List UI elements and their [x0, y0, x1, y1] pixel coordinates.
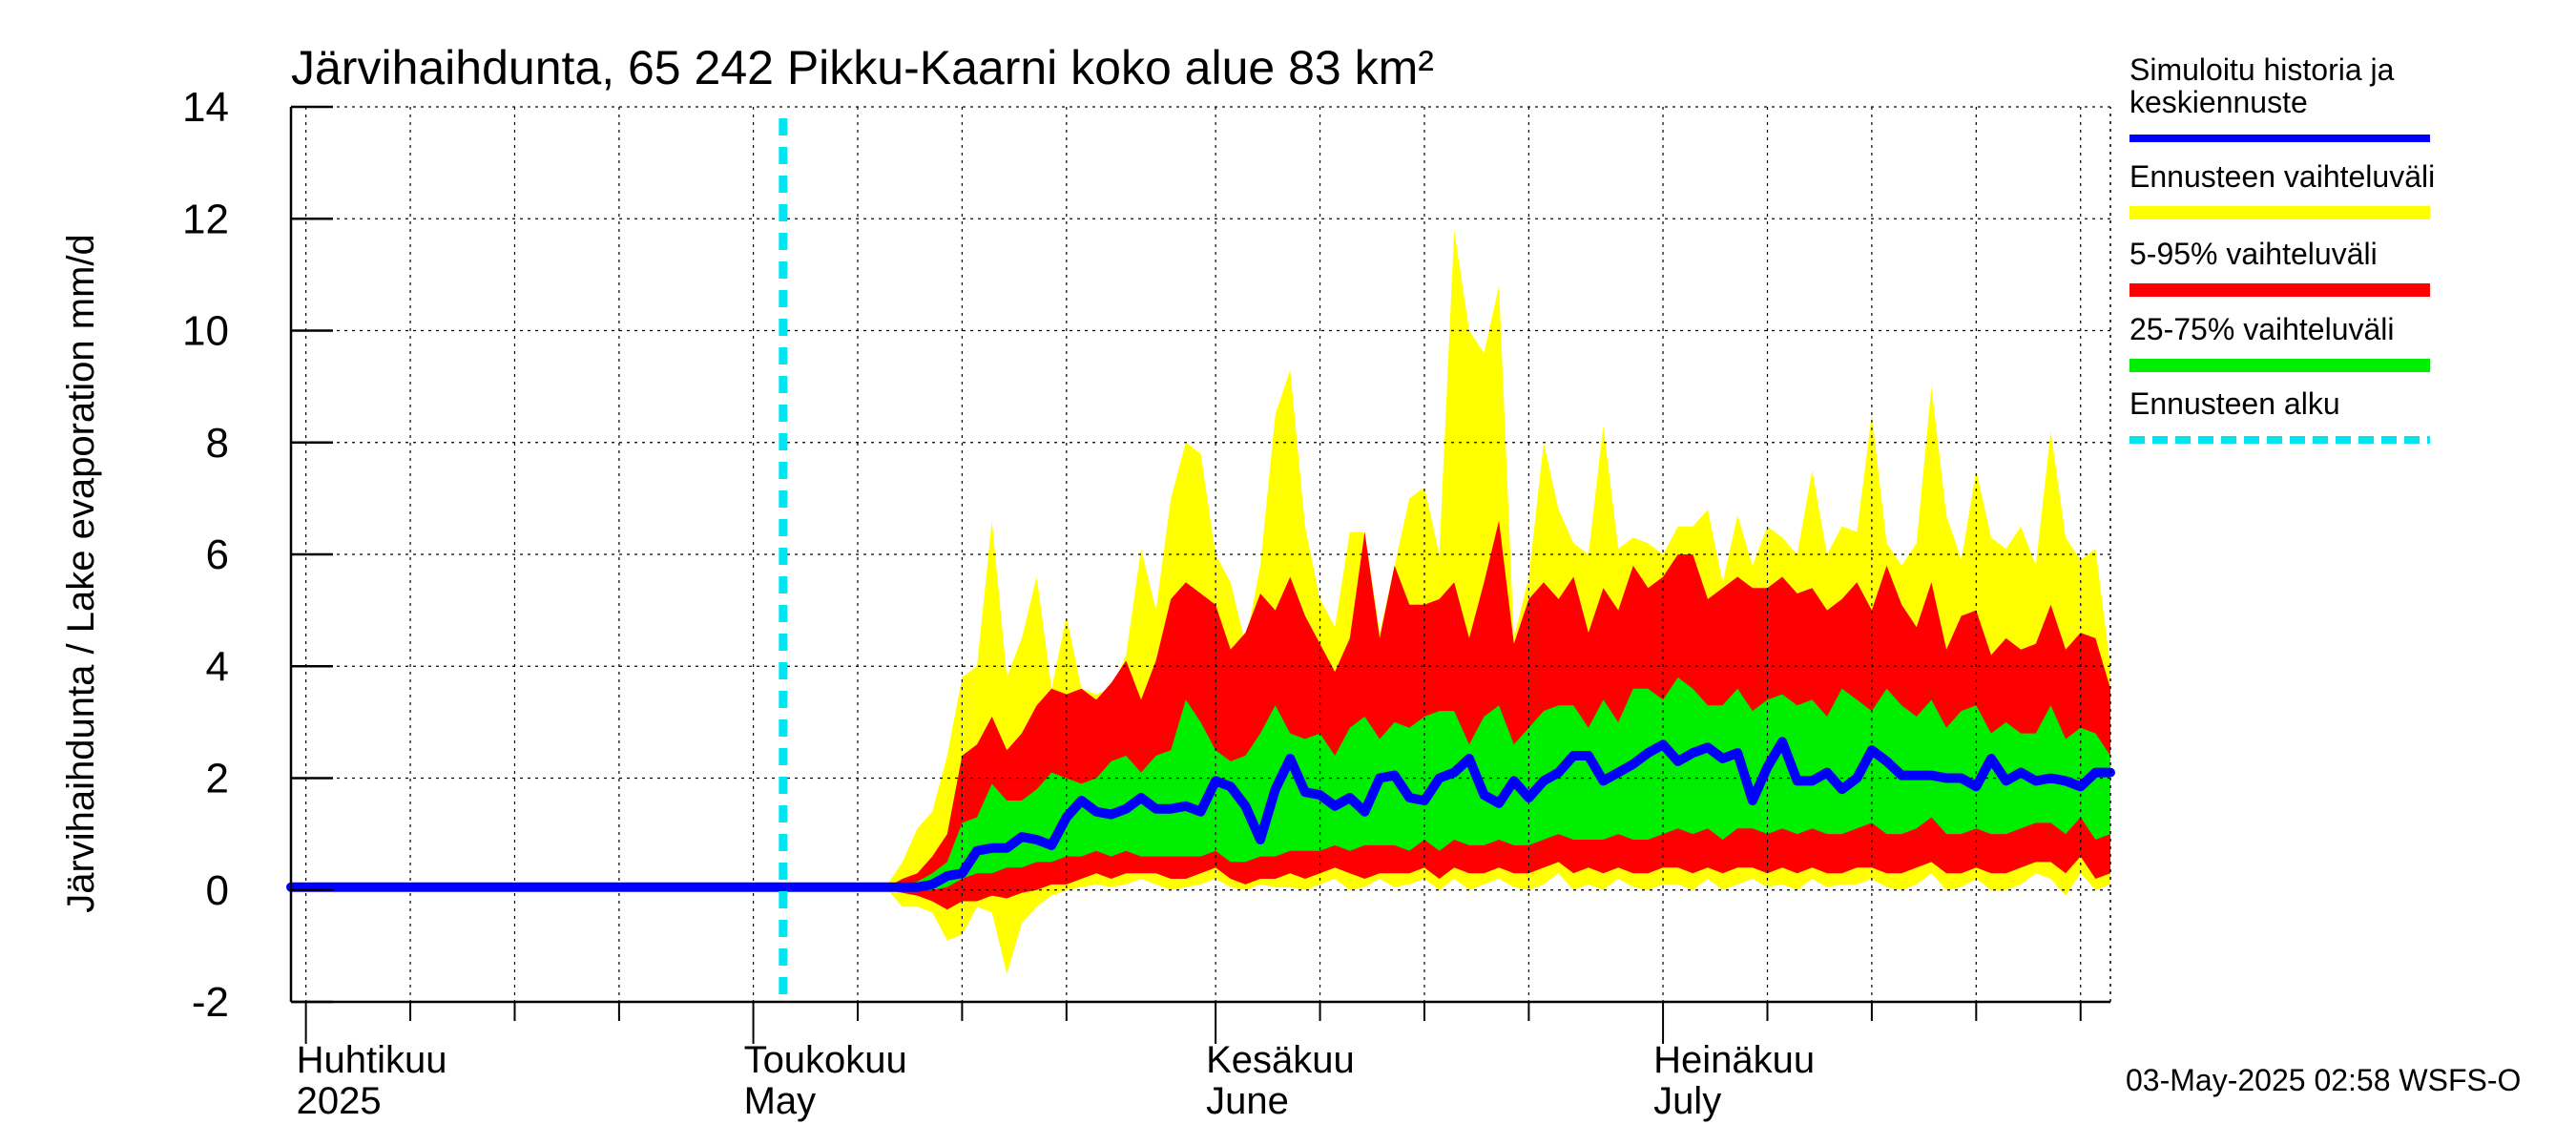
- legend-label: Ennusteen vaihteluväli: [2129, 159, 2435, 194]
- footer-timestamp: 03-May-2025 02:58 WSFS-O: [2126, 1063, 2521, 1097]
- series-lines: [286, 118, 2115, 1002]
- month-label-fi: Heinäkuu: [1653, 1039, 1815, 1081]
- month-label-en: June: [1206, 1080, 1289, 1122]
- legend-label: keskiennuste: [2129, 85, 2308, 119]
- y-tick-label: 12: [182, 196, 229, 242]
- chart-title: Järvihaihdunta, 65 242 Pikku-Kaarni koko…: [291, 41, 1434, 94]
- month-label-fi: Kesäkuu: [1206, 1039, 1355, 1081]
- band-3: [291, 677, 2110, 890]
- y-tick-label: 0: [206, 867, 229, 914]
- legend-label: Ennusteen alku: [2129, 386, 2340, 421]
- month-label-fi: Huhtikuu: [297, 1039, 447, 1081]
- legend-label: 25-75% vaihteluväli: [2129, 312, 2395, 346]
- month-label-en: May: [744, 1080, 817, 1122]
- y-tick-label: 6: [206, 531, 229, 578]
- y-tick-label: -2: [192, 979, 229, 1026]
- y-tick-label: 8: [206, 420, 229, 467]
- legend-label: Simuloitu historia ja: [2129, 52, 2395, 87]
- legend-label: 5-95% vaihteluväli: [2129, 237, 2378, 271]
- month-label-fi: Toukokuu: [744, 1039, 907, 1081]
- y-axis-label: Järvihaihdunta / Lake evaporation mm/d: [60, 234, 102, 913]
- forecast-bands: [291, 230, 2110, 974]
- grid-lines: [291, 106, 2110, 1002]
- y-axis-ticks: -2 0 2 4 6 8 10 12 14: [182, 84, 333, 1026]
- y-tick-label: 10: [182, 308, 229, 355]
- x-axis-ticks: [304, 1002, 2082, 1044]
- median-line: [286, 737, 2115, 892]
- month-label-en: 2025: [297, 1080, 382, 1122]
- month-label-en: July: [1653, 1080, 1721, 1122]
- y-tick-label: 4: [206, 643, 229, 690]
- y-tick-label: 2: [206, 756, 229, 802]
- y-tick-label: 14: [182, 84, 229, 131]
